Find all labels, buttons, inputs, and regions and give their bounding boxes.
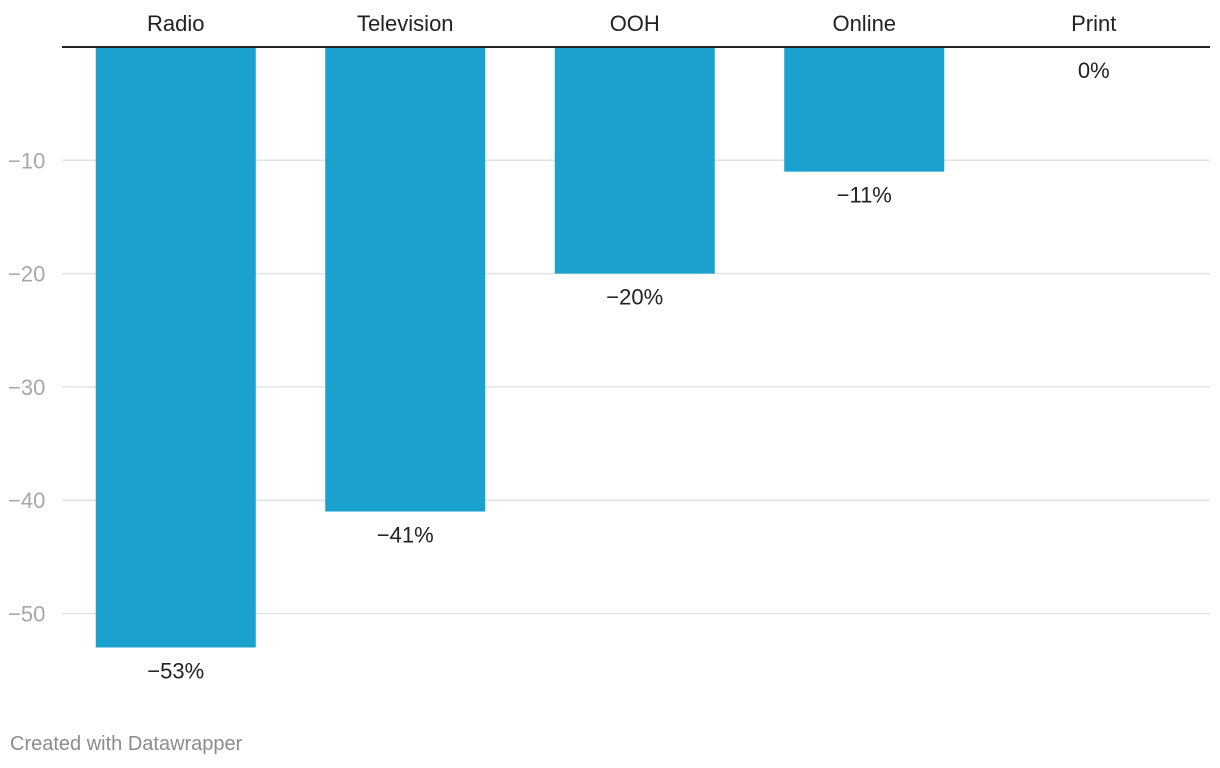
category-label: Print — [1071, 11, 1116, 36]
credit-text: Created with Datawrapper — [10, 733, 243, 755]
category-labels: Radio Television OOH Online Print — [147, 11, 1116, 36]
category-label: Online — [832, 11, 896, 36]
y-tick-label: −50 — [8, 602, 45, 627]
value-label: −53% — [147, 658, 204, 683]
bar-television — [325, 47, 486, 512]
y-axis-tick-labels: −10 −20 −30 −40 −50 — [8, 148, 45, 626]
bar-ooh — [554, 47, 715, 274]
value-label: −20% — [606, 285, 663, 310]
y-tick-label: −20 — [8, 262, 45, 287]
category-label: Television — [357, 11, 454, 36]
y-tick-label: −40 — [8, 488, 45, 513]
category-label: Radio — [147, 11, 204, 36]
y-tick-label: −30 — [8, 375, 45, 400]
category-label: OOH — [610, 11, 660, 36]
value-label: 0% — [1078, 58, 1110, 83]
value-label: −11% — [837, 183, 892, 208]
value-label: −41% — [377, 523, 434, 548]
value-labels: −53% −41% −20% −11% 0% — [147, 58, 1109, 683]
bar-radio — [95, 47, 256, 648]
bar-online — [784, 47, 945, 172]
bars — [95, 47, 945, 648]
y-tick-label: −10 — [8, 148, 45, 173]
